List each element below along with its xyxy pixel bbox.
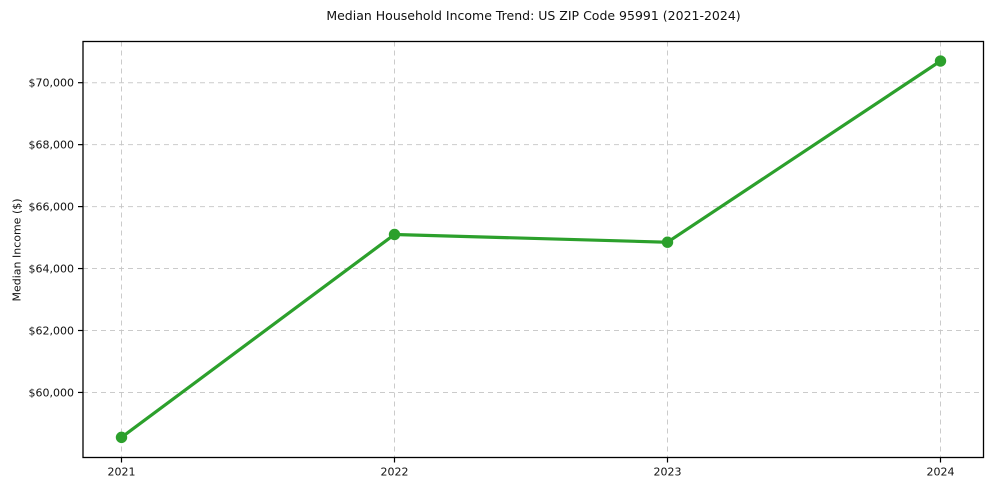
data-point-marker xyxy=(115,431,128,444)
y-tick-label: $70,000 xyxy=(29,76,75,89)
y-tick-label: $60,000 xyxy=(29,386,75,399)
y-tick-label: $62,000 xyxy=(29,324,75,337)
x-tick-label: 2023 xyxy=(654,466,682,479)
x-tick-label: 2022 xyxy=(381,466,409,479)
data-point-marker xyxy=(934,55,947,67)
y-tick-label: $66,000 xyxy=(29,200,75,213)
trend-line xyxy=(119,59,943,439)
chart-title: Median Household Income Trend: US ZIP Co… xyxy=(326,8,741,23)
data-point-marker xyxy=(661,236,674,248)
y-tick-label: $68,000 xyxy=(29,138,75,151)
x-tick-label: 2024 xyxy=(927,466,955,479)
x-tick-label: 2021 xyxy=(108,466,136,479)
axes-frame xyxy=(82,40,985,459)
data-point-marker xyxy=(388,228,401,241)
y-tick-label: $64,000 xyxy=(29,262,75,275)
